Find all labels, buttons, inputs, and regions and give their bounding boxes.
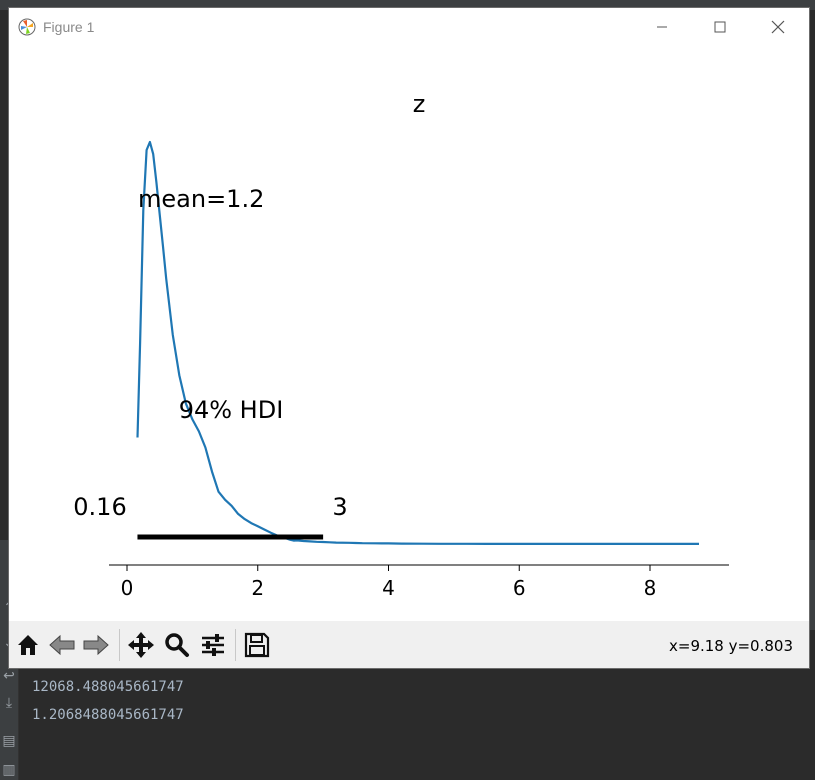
x-tick-label: 0: [121, 576, 134, 600]
chart-canvas[interactable]: z 0 2 4 6 8 mean=1.2 94% HDI 0.16 3: [9, 46, 809, 621]
zoom-button[interactable]: [162, 631, 192, 659]
print-icon[interactable]: ▤: [2, 733, 16, 749]
floppy-disk-icon: [244, 632, 270, 658]
plot-area[interactable]: z 0 2 4 6 8 mean=1.2 94% HDI 0.16 3: [9, 46, 809, 621]
window-titlebar[interactable]: Figure 1: [9, 8, 809, 46]
scroll-up-icon[interactable]: ↑: [1, 600, 17, 616]
forward-arrow-icon: [83, 634, 109, 656]
maximize-button[interactable]: [697, 8, 743, 46]
window-title: Figure 1: [43, 19, 95, 35]
home-icon: [18, 635, 38, 655]
close-button[interactable]: [755, 8, 801, 46]
home-button[interactable]: [13, 631, 43, 659]
mean-label: mean=1.2: [138, 185, 264, 213]
ide-right-strip: [808, 540, 815, 630]
ide-top-bar: [0, 0, 815, 10]
delete-icon[interactable]: ▥: [2, 762, 16, 778]
hdi-low-label: 0.16: [73, 493, 126, 521]
soft-wrap-icon[interactable]: ↩: [3, 668, 15, 684]
console-line: 1.2068488045661747: [32, 707, 184, 723]
configure-subplots-button[interactable]: [198, 631, 228, 659]
close-icon: [771, 20, 785, 34]
x-tick-label: 6: [513, 576, 526, 600]
hdi-label: 94% HDI: [179, 396, 284, 424]
matplotlib-icon: [18, 18, 36, 36]
toolbar-separator: [235, 629, 236, 661]
sliders-icon: [202, 634, 224, 656]
figure-window: Figure 1 z 0 2 4 6 8 mean=1.2 94% HDI 0.16 3: [9, 8, 809, 668]
save-button[interactable]: [242, 631, 272, 659]
console-line: 12068.488045661747: [32, 679, 184, 695]
hdi-high-label: 3: [332, 493, 347, 521]
magnifier-icon: [165, 633, 189, 657]
chart-title: z: [413, 90, 426, 118]
minimize-button[interactable]: [639, 8, 685, 46]
navigation-toolbar: x=9.18 y=0.803: [9, 621, 809, 668]
forward-button[interactable]: [81, 631, 111, 659]
cursor-coordinates: x=9.18 y=0.803: [669, 637, 793, 655]
x-tick-label: 8: [644, 576, 657, 600]
back-arrow-icon: [49, 634, 75, 656]
back-button[interactable]: [47, 631, 77, 659]
move-icon: [128, 632, 154, 658]
pan-button[interactable]: [126, 631, 156, 659]
scroll-down-icon[interactable]: ↓: [1, 635, 17, 651]
scroll-to-end-icon[interactable]: ⤓: [5, 695, 13, 711]
maximize-icon: [714, 21, 726, 33]
minimize-icon: [657, 26, 667, 28]
x-tick-label: 4: [382, 576, 395, 600]
x-tick-label: 2: [251, 576, 264, 600]
toolbar-separator: [119, 629, 120, 661]
